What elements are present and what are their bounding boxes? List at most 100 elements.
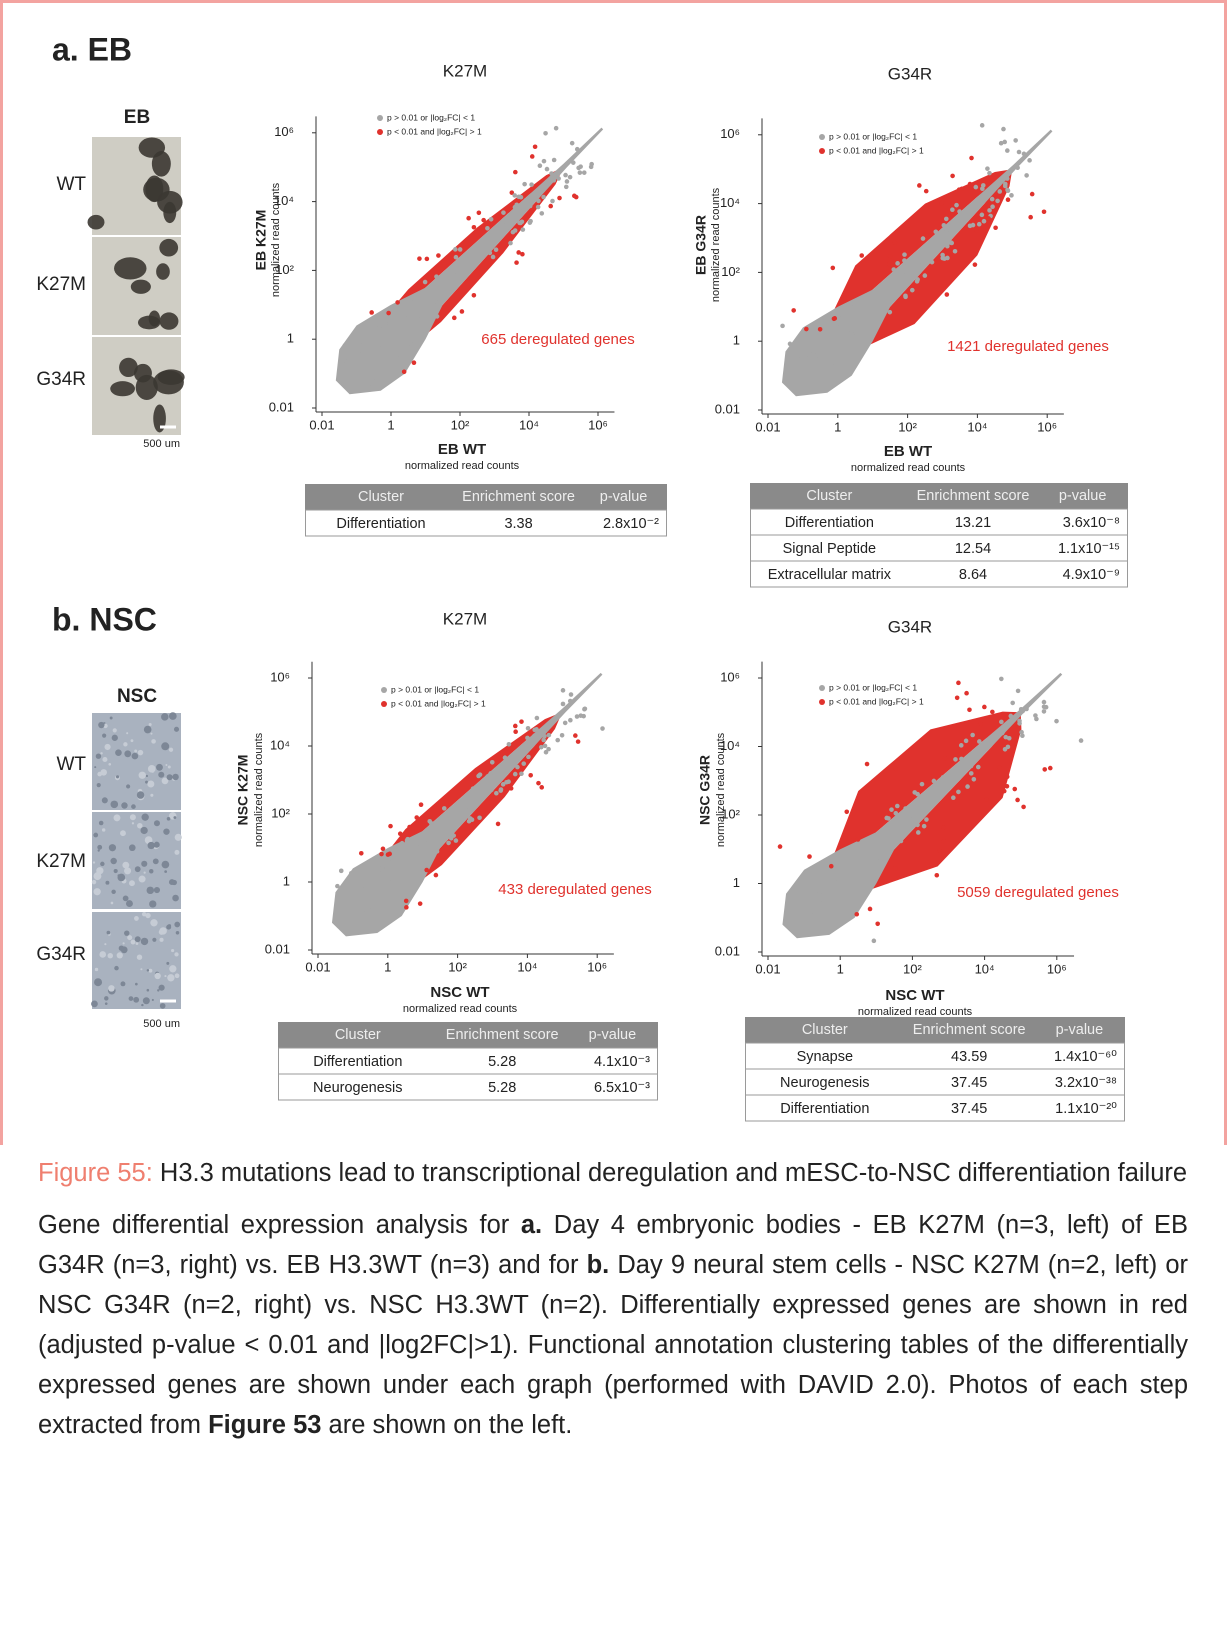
cloud-dot xyxy=(831,316,837,322)
cloud-red xyxy=(405,712,563,893)
y-tick-label: 10⁶ xyxy=(274,124,294,139)
cloud-dot xyxy=(396,352,402,357)
cloud-dot xyxy=(410,863,416,869)
cloud-dot xyxy=(537,163,543,169)
cloud-dot xyxy=(956,187,962,192)
cloud-dot xyxy=(564,179,570,184)
table-cell: 37.45 xyxy=(951,1101,987,1117)
cloud-dot xyxy=(369,925,375,931)
cloud-dot xyxy=(544,166,550,172)
table-header: p-value xyxy=(589,1027,637,1043)
cloud-dot xyxy=(494,790,499,796)
legend-marker xyxy=(381,687,387,693)
cloud-dot xyxy=(434,849,440,854)
table-cell: 2.8x10⁻² xyxy=(603,516,659,532)
cloud-dot xyxy=(963,738,969,744)
cloud-dot xyxy=(990,709,995,715)
photo-cell xyxy=(171,948,175,953)
cloud-dot xyxy=(518,220,523,226)
table-cell: 5.28 xyxy=(488,1054,516,1070)
photo-cell xyxy=(138,875,146,883)
cloud-dot xyxy=(905,263,910,269)
cloud-dot xyxy=(422,328,427,333)
cloud-dot xyxy=(777,844,783,849)
x-axis-sublabel: normalized read counts xyxy=(851,462,966,474)
table-cell: 1.4x10⁻⁶⁰ xyxy=(1054,1049,1117,1065)
cloud-dot xyxy=(950,173,955,179)
photo-cell xyxy=(148,722,152,727)
photo-cell xyxy=(100,769,107,776)
cloud-dot xyxy=(956,772,962,778)
photo-cell xyxy=(174,973,180,979)
y-tick-label: 10⁴ xyxy=(720,195,740,210)
table-cell: Neurogenesis xyxy=(313,1080,402,1096)
cloud-dot xyxy=(835,899,840,905)
table-cell: 1.1x10⁻²⁰ xyxy=(1055,1101,1117,1117)
photo-cell xyxy=(150,732,153,735)
legend-label: p < 0.01 and |log₂FC| > 1 xyxy=(829,145,924,155)
photo-cell xyxy=(150,793,154,797)
cloud-dot xyxy=(916,807,921,812)
cloud-dot xyxy=(871,938,877,944)
cloud-dot xyxy=(395,865,400,870)
cloud-dot xyxy=(543,749,549,755)
cloud-dot xyxy=(519,771,524,777)
cloud-dot xyxy=(386,369,391,374)
cloud-dot xyxy=(867,906,873,912)
photo-blob xyxy=(130,279,151,294)
cloud-dot xyxy=(423,855,429,860)
cloud-dot xyxy=(567,174,573,180)
cloud-dot xyxy=(854,869,860,874)
cloud-dot xyxy=(380,868,386,874)
table-header: p-value xyxy=(1056,1022,1104,1038)
cloud-dot xyxy=(335,883,340,889)
legend-marker xyxy=(819,148,825,154)
legend-label: p > 0.01 or |log₂FC| < 1 xyxy=(829,682,917,692)
cloud-dot xyxy=(997,189,1003,194)
cloud-dot xyxy=(945,234,951,239)
cloud-dot xyxy=(912,790,918,795)
cloud-red xyxy=(827,169,1013,324)
cloud-dot xyxy=(1003,181,1008,187)
cloud-dot xyxy=(542,733,547,739)
table-cell: 6.5x10⁻³ xyxy=(594,1080,650,1096)
photo-blob xyxy=(119,357,138,378)
caption-bold-text: Figure 53 xyxy=(208,1411,322,1439)
cloud-dot xyxy=(416,868,422,874)
photo-cell xyxy=(143,871,146,874)
photo-cell xyxy=(108,844,117,852)
photo-cell xyxy=(174,952,179,957)
cloud-dot xyxy=(499,768,504,773)
cloud-dot xyxy=(385,852,391,857)
photo-cell xyxy=(128,844,136,852)
photo-cell xyxy=(91,879,97,885)
cloud-dot xyxy=(404,905,409,910)
photo-cell xyxy=(145,780,149,784)
photo-cell xyxy=(146,886,155,895)
cloud-dot xyxy=(828,863,834,869)
photo-cell xyxy=(135,918,138,921)
y-tick-label: 0.01 xyxy=(269,399,294,414)
photo-cell xyxy=(116,952,123,959)
photo-cell xyxy=(143,725,152,734)
cloud-dot xyxy=(525,735,530,741)
cloud-dot xyxy=(976,221,982,227)
cloud-dot xyxy=(967,181,973,187)
cloud-dot xyxy=(508,240,513,246)
cloud-dot xyxy=(535,204,541,210)
cloud-dot xyxy=(550,198,555,204)
cloud-dot xyxy=(557,195,562,201)
photo-blob xyxy=(159,238,179,257)
photo-bg xyxy=(92,912,181,1009)
photo-cell xyxy=(167,974,175,982)
cloud-dot xyxy=(1005,188,1011,194)
cloud-dot xyxy=(803,894,808,900)
cloud-dot xyxy=(588,164,594,170)
cloud-dot xyxy=(882,845,888,850)
photo-cell xyxy=(159,937,164,942)
cloud-dot xyxy=(360,907,365,913)
chart-title: K27M xyxy=(443,609,487,628)
cloud-dot xyxy=(350,913,356,919)
cloud-dot xyxy=(406,304,411,309)
table-cell: 4.1x10⁻³ xyxy=(594,1054,650,1070)
